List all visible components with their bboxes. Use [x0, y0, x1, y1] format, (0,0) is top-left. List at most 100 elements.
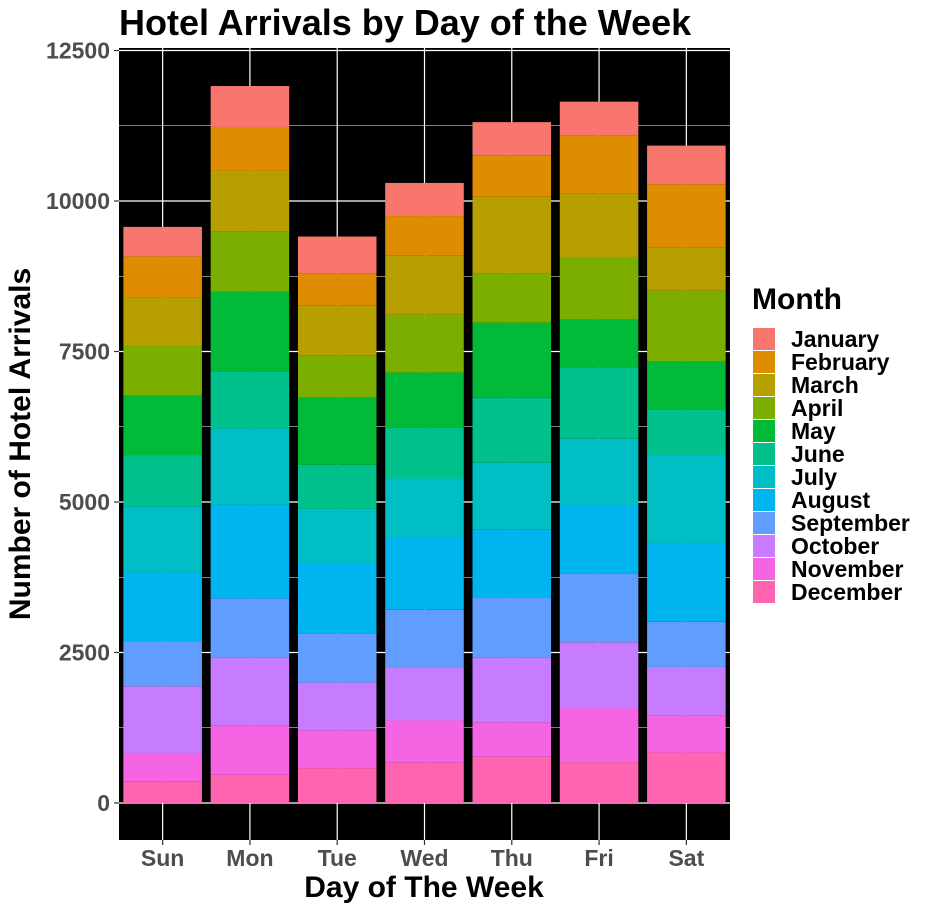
- bar-mon-november: [210, 725, 290, 775]
- bar-wed-august: [385, 537, 464, 610]
- bar-sun-february: [123, 256, 202, 298]
- bar-sat-september: [647, 621, 726, 667]
- legend-swatch-march: [753, 374, 775, 396]
- chart-title: Hotel Arrivals by Day of the Week: [119, 2, 692, 43]
- bar-wed-october: [385, 667, 464, 721]
- bar-sun-december: [123, 781, 202, 803]
- legend-label-february: February: [791, 349, 890, 375]
- legend-items: JanuaryFebruaryMarchAprilMayJuneJulyAugu…: [753, 326, 910, 605]
- y-axis-ticks: 0 2500 5000 7500 10000 12500: [46, 38, 119, 816]
- bar-sun-august: [123, 572, 202, 642]
- bar-tue-december: [297, 768, 377, 803]
- y-tick-label: 7500: [59, 339, 110, 365]
- bar-thu-march: [472, 196, 552, 274]
- bar-mon-february: [210, 126, 290, 171]
- bar-thu-june: [472, 397, 552, 463]
- bar-tue-may: [297, 397, 377, 465]
- bar-sun-january: [123, 226, 202, 257]
- bar-mon-may: [210, 291, 290, 372]
- legend-swatch-february: [753, 351, 775, 373]
- x-tick-label-mon: Mon: [226, 845, 273, 871]
- legend-label-november: November: [791, 556, 904, 582]
- legend-swatch-november: [753, 558, 775, 580]
- bar-sat-july: [647, 454, 726, 544]
- bar-sat-may: [647, 361, 726, 410]
- bar-fri-march: [559, 193, 639, 257]
- bar-thu-february: [472, 155, 552, 197]
- bar-tue-january: [297, 236, 377, 274]
- bar-mon-december: [210, 774, 290, 803]
- bar-thu-may: [472, 322, 552, 398]
- bar-sun-september: [123, 641, 202, 687]
- bar-thu-september: [472, 597, 552, 658]
- bar-mon-august: [210, 504, 290, 599]
- y-tick-label: 5000: [59, 489, 110, 515]
- bar-tue-february: [297, 273, 377, 306]
- legend: Month JanuaryFebruaryMarchAprilMayJuneJu…: [752, 283, 910, 605]
- bar-sun-june: [123, 455, 202, 507]
- bar-sat-august: [647, 543, 726, 622]
- legend-swatch-august: [753, 489, 775, 511]
- bar-wed-april: [385, 314, 464, 373]
- y-tick-label: 2500: [59, 640, 110, 666]
- bar-sun-may: [123, 395, 202, 456]
- bar-sat-february: [647, 184, 726, 248]
- legend-label-april: April: [791, 395, 843, 421]
- bar-mon-january: [210, 86, 290, 127]
- legend-swatch-december: [753, 581, 775, 603]
- legend-swatch-october: [753, 535, 775, 557]
- bar-thu-november: [472, 722, 552, 757]
- x-tick-label-fri: Fri: [584, 845, 613, 871]
- x-axis-ticks: Sun Mon Tue Wed Thu Fri Sat: [141, 840, 705, 871]
- bar-fri-december: [559, 762, 639, 803]
- bar-sat-april: [647, 290, 726, 362]
- bar-sat-march: [647, 247, 726, 291]
- bar-wed-march: [385, 255, 464, 315]
- x-tick-label-sat: Sat: [668, 845, 704, 871]
- bar-mon-october: [210, 657, 290, 726]
- bar-tue-july: [297, 508, 377, 565]
- legend-swatch-may: [753, 420, 775, 442]
- bar-fri-february: [559, 135, 639, 194]
- bar-fri-may: [559, 319, 639, 368]
- bar-fri-august: [559, 505, 639, 574]
- bar-wed-september: [385, 609, 464, 668]
- bar-wed-january: [385, 182, 464, 217]
- x-axis-title: Day of The Week: [304, 871, 544, 904]
- bar-thu-december: [472, 756, 552, 803]
- bar-sun-november: [123, 753, 202, 782]
- legend-swatch-june: [753, 443, 775, 465]
- legend-label-october: October: [791, 533, 879, 559]
- x-tick-label-wed: Wed: [400, 845, 448, 871]
- bar-thu-april: [472, 273, 552, 323]
- bar-thu-october: [472, 657, 552, 723]
- legend-swatch-january: [753, 328, 775, 350]
- bar-sun-april: [123, 345, 202, 396]
- bars-group: [123, 86, 726, 803]
- bar-tue-november: [297, 730, 377, 769]
- bar-mon-september: [210, 598, 290, 658]
- bar-sat-december: [647, 752, 726, 803]
- y-axis-title: Number of Hotel Arrivals: [4, 268, 37, 620]
- bar-sat-october: [647, 666, 726, 716]
- legend-label-july: July: [791, 464, 837, 490]
- bar-sat-january: [647, 145, 726, 185]
- bar-mon-july: [210, 428, 290, 505]
- x-tick-label-sun: Sun: [141, 845, 184, 871]
- legend-label-june: June: [791, 441, 845, 467]
- bar-fri-october: [559, 642, 639, 709]
- legend-title: Month: [752, 283, 842, 316]
- bar-thu-july: [472, 462, 552, 530]
- bar-thu-january: [472, 122, 552, 156]
- legend-label-september: September: [791, 510, 910, 536]
- bar-sun-july: [123, 506, 202, 573]
- bar-wed-february: [385, 216, 464, 256]
- legend-swatch-september: [753, 512, 775, 534]
- bar-mon-april: [210, 231, 290, 292]
- bar-fri-june: [559, 367, 639, 439]
- bar-wed-july: [385, 478, 464, 538]
- legend-label-march: March: [791, 372, 859, 398]
- bar-sat-june: [647, 409, 726, 455]
- bar-tue-april: [297, 355, 377, 398]
